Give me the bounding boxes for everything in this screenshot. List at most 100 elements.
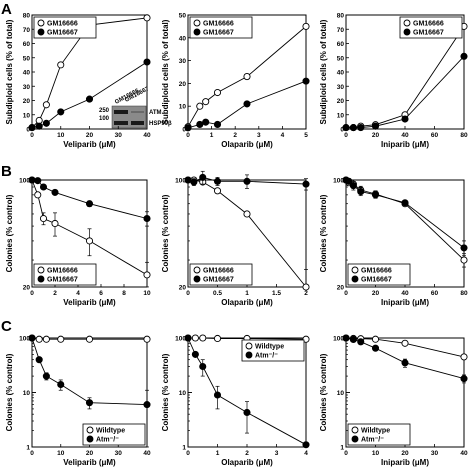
x-tick-label: 4 xyxy=(304,450,308,457)
series-line xyxy=(31,337,148,406)
x-tick-label: 30 xyxy=(431,450,439,457)
series-line xyxy=(31,179,148,219)
legend-marker xyxy=(37,28,45,36)
legend-label: GM16667 xyxy=(203,277,234,284)
x-tick-label: 0 xyxy=(186,450,190,457)
x-tick-label: 80 xyxy=(460,290,468,297)
x-tick-label: 40 xyxy=(143,132,151,139)
y-tick-label: 30 xyxy=(23,84,31,91)
data-point xyxy=(243,177,251,185)
x-tick-label: 3 xyxy=(275,450,279,457)
series-filled xyxy=(342,176,468,257)
legend-box xyxy=(189,16,253,39)
x-tick-label: 0 xyxy=(30,132,34,139)
legend: Wildtype Atm⁻/⁻ xyxy=(241,339,305,362)
data-point xyxy=(302,180,310,188)
x-tick-label: 6 xyxy=(99,290,103,297)
y-tick-label: 20 xyxy=(23,98,31,105)
y-tick-label: 20 xyxy=(337,98,345,105)
legend-label: GM16666 xyxy=(47,21,78,28)
data-point xyxy=(202,118,210,126)
legend-label: GM16667 xyxy=(361,277,392,284)
x-tick-label: 10 xyxy=(143,290,151,297)
y-axis-label: Subdiploid cells (% of total) xyxy=(5,19,14,124)
legend: GM16666 GM16667 xyxy=(189,16,253,39)
legend-box xyxy=(33,16,97,39)
y-tick-label: 1 xyxy=(182,445,186,452)
data-point xyxy=(371,122,380,130)
x-tick-label: 60 xyxy=(431,290,439,297)
legend-marker xyxy=(193,266,201,274)
y-tick-label: 80 xyxy=(337,13,345,20)
data-point xyxy=(190,178,198,186)
series-open xyxy=(184,22,310,131)
data-point xyxy=(213,391,222,399)
data-point xyxy=(243,73,251,81)
x-axis-label: Iniparib (μM) xyxy=(381,298,429,307)
legend-marker xyxy=(193,19,201,27)
y-tick-label: 10 xyxy=(337,112,345,119)
x-tick-label: 0.5 xyxy=(213,290,222,297)
data-point xyxy=(143,401,151,409)
x-tick-label: 4 xyxy=(76,290,80,297)
x-tick-label: 0 xyxy=(344,290,348,297)
data-point xyxy=(345,177,353,185)
legend-label: GM16666 xyxy=(361,268,392,275)
series-filled xyxy=(184,334,310,449)
data-point xyxy=(401,199,409,207)
data-point xyxy=(28,176,36,184)
data-point xyxy=(202,98,210,106)
chart-panel-b1: 0 2 4 6 8 10 20 100 Veliparib (μM) Colonies (% co… xyxy=(5,176,151,307)
blot-mw-label-2: 100 xyxy=(99,116,110,122)
x-tick-label: 0 xyxy=(186,290,190,297)
y-tick-label: 10 xyxy=(337,390,345,397)
legend-box xyxy=(347,423,411,446)
data-point xyxy=(39,183,48,191)
legend: GM16666 GM16667 xyxy=(33,263,97,286)
data-point xyxy=(85,335,94,343)
x-tick-label: 1 xyxy=(216,450,220,457)
panel-letters: A B C xyxy=(1,1,12,335)
legend-label: GM16666 xyxy=(47,268,78,275)
x-tick-label: 4 xyxy=(281,132,285,139)
data-point xyxy=(42,119,50,127)
data-point xyxy=(371,335,380,343)
x-tick-label: 2 xyxy=(304,290,308,297)
x-tick-label: 20 xyxy=(401,450,409,457)
data-point xyxy=(371,191,380,199)
x-axis-label: Iniparib (μM) xyxy=(381,458,429,467)
y-tick-label: 100 xyxy=(19,178,30,185)
data-point xyxy=(401,115,409,123)
series-filled xyxy=(342,334,468,384)
legend-marker xyxy=(193,28,201,36)
y-axis-label: Colonies (% control) xyxy=(161,353,170,431)
panel-letter-a: A xyxy=(1,1,12,18)
data-point xyxy=(35,335,43,343)
data-point xyxy=(85,237,94,245)
blot-band-atm-lane1 xyxy=(114,110,128,114)
y-tick-label: 20 xyxy=(179,285,187,292)
y-tick-label: 50 xyxy=(337,55,345,62)
y-tick-label: 10 xyxy=(179,104,187,111)
data-point xyxy=(302,77,310,85)
data-point xyxy=(302,335,310,343)
legend: Wildtype Atm⁻/⁻ xyxy=(82,423,146,446)
legend-marker xyxy=(351,266,359,274)
data-point xyxy=(302,22,310,30)
legend-marker xyxy=(351,426,359,434)
y-tick-label: 1 xyxy=(340,445,344,452)
x-axis-label: Olaparib (μM) xyxy=(221,458,273,467)
data-point xyxy=(199,334,207,342)
x-tick-label: 3 xyxy=(257,132,261,139)
data-point xyxy=(213,88,222,97)
y-tick-label: 50 xyxy=(179,13,187,20)
y-tick-label: 60 xyxy=(337,41,345,48)
panel-letter-c: C xyxy=(1,318,12,335)
legend-box xyxy=(399,16,463,39)
legend-marker xyxy=(245,342,253,350)
y-tick-label: 0 xyxy=(26,127,30,134)
x-tick-label: 40 xyxy=(401,132,409,139)
y-tick-label: 20 xyxy=(23,285,31,292)
series-line xyxy=(31,179,148,276)
